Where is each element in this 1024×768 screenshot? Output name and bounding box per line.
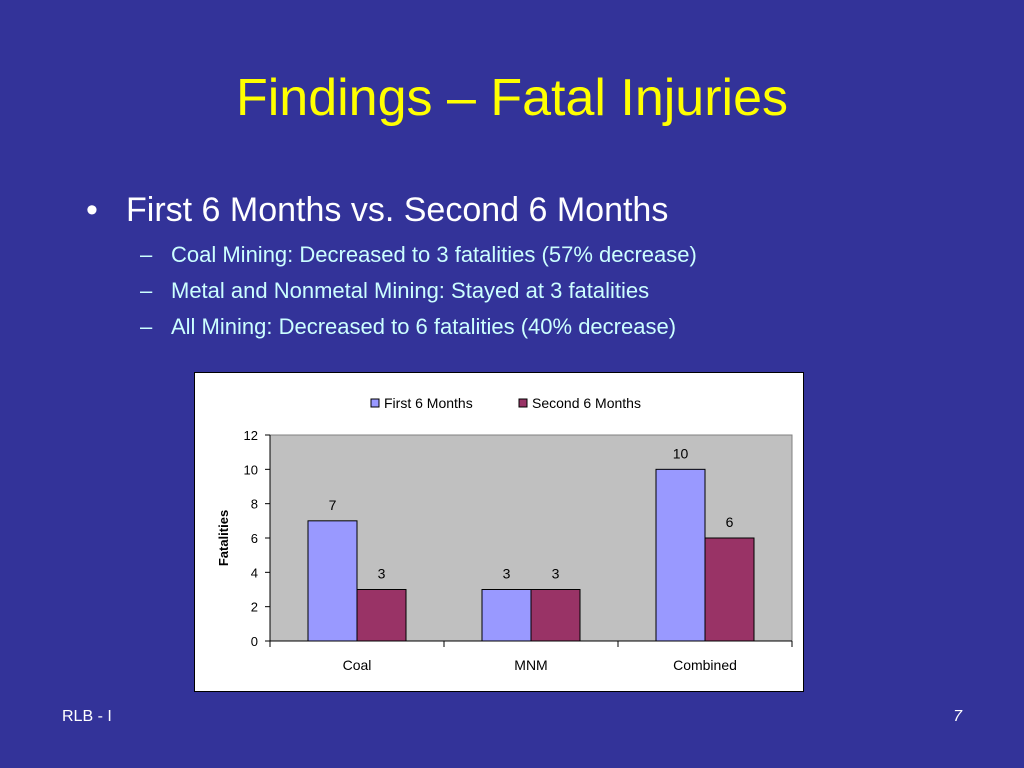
sub-bullet-text: All Mining: Decreased to 6 fatalities (4… xyxy=(171,314,677,339)
data-label: 6 xyxy=(726,514,734,530)
dash-mark: – xyxy=(140,278,153,303)
bar-coal-first xyxy=(307,520,358,642)
main-bullet-text: First 6 Months vs. Second 6 Months xyxy=(126,191,669,229)
y-tick-label: 2 xyxy=(251,600,258,615)
y-tick-label: 6 xyxy=(251,531,258,546)
legend-swatch-second xyxy=(518,398,528,408)
legend-label: First 6 Months xyxy=(384,395,473,411)
main-bullet: • First 6 Months vs. Second 6 Months xyxy=(86,188,668,232)
bar-chart: 0 2 4 6 8 10 12 Fatalities Coal 7 3 MNM 3 3 Combined 10… xyxy=(194,372,804,692)
data-label: 3 xyxy=(503,566,511,582)
data-label: 3 xyxy=(378,566,386,582)
legend-label: Second 6 Months xyxy=(532,395,641,411)
y-axis-title: Fatalities xyxy=(216,510,231,566)
bullet-dot: • xyxy=(86,191,98,229)
bar-mnm-first xyxy=(481,589,532,642)
bar-combined-second xyxy=(704,537,755,642)
y-tick-label: 0 xyxy=(251,634,258,649)
page-number: 7 xyxy=(953,708,962,725)
slide-title: Findings – Fatal Injuries xyxy=(235,69,789,127)
bar-coal-second xyxy=(356,589,407,642)
dash-mark: – xyxy=(140,242,153,267)
y-tick-label: 8 xyxy=(251,497,258,512)
y-tick-label: 12 xyxy=(244,428,258,443)
data-label: 10 xyxy=(673,445,689,461)
sub-bullet-all: – All Mining: Decreased to 6 fatalities (… xyxy=(140,313,676,341)
bar-combined-first xyxy=(655,468,706,642)
x-category-label: Combined xyxy=(673,657,737,673)
legend-swatch-first xyxy=(370,398,380,408)
data-label: 7 xyxy=(329,497,337,513)
data-label: 3 xyxy=(552,566,560,582)
bar-mnm-second xyxy=(530,589,581,642)
y-tick-label: 10 xyxy=(244,462,258,477)
sub-bullet-text: Coal Mining: Decreased to 3 fatalities (… xyxy=(171,242,697,267)
footer-text: RLB - I xyxy=(62,708,112,725)
chart-canvas: 0 2 4 6 8 10 12 Fatalities Coal 7 3 MNM 3 3 Combined 10… xyxy=(216,395,793,673)
sub-bullet-text: Metal and Nonmetal Mining: Stayed at 3 f… xyxy=(171,278,650,303)
y-tick-label: 4 xyxy=(251,565,258,580)
x-category-label: Coal xyxy=(343,657,372,673)
dash-mark: – xyxy=(140,314,153,339)
sub-bullet-mnm: – Metal and Nonmetal Mining: Stayed at 3 … xyxy=(140,277,649,305)
sub-bullet-coal: – Coal Mining: Decreased to 3 fatalities … xyxy=(140,241,697,269)
x-category-label: MNM xyxy=(514,657,547,673)
